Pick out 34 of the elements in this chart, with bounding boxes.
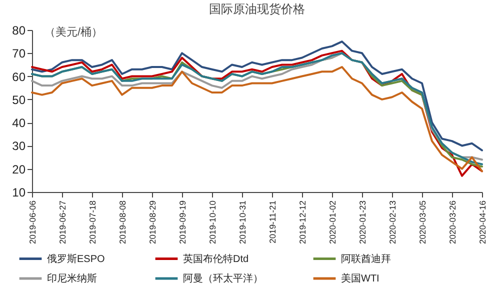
y-tick-label: 60	[12, 70, 26, 84]
y-tick-label: 70	[12, 46, 26, 61]
x-tick-label: 2020-02-13	[388, 200, 398, 244]
chart-title: 国际原油现货价格	[209, 2, 305, 16]
x-tick-label: 2019-06-06	[28, 200, 38, 244]
x-tick-label: 2019-08-08	[118, 200, 128, 244]
line-series	[31, 40, 483, 152]
x-tick-label: 2020-01-23	[358, 200, 368, 244]
x-tick-label: 2020-01-02	[328, 200, 338, 244]
x-tick-label: 2019-11-21	[268, 200, 278, 244]
y-tick-label: 20	[12, 162, 26, 176]
x-tick-label: 2019-12-12	[298, 200, 308, 244]
x-tick-label: 2020-04-16	[478, 200, 488, 244]
legend-label: 阿曼（环太平洋）	[183, 272, 263, 284]
legend-label: 阿联酋迪拜	[341, 252, 391, 265]
line-series	[31, 66, 483, 172]
x-tick-label: 2019-10-10	[208, 200, 218, 244]
x-tick-label: 2019-08-29	[148, 200, 158, 244]
legend-label: 英国布伦特Dtd	[183, 252, 249, 265]
y-axis-title: （美元/桶）	[44, 26, 103, 38]
y-tick-label: 40	[12, 116, 26, 130]
y-tick-label: 10	[12, 186, 26, 200]
legend-label: 美国WTI	[341, 272, 380, 284]
x-tick-label: 2019-10-31	[238, 200, 248, 244]
x-tick-label: 2020-03-26	[448, 200, 458, 244]
x-tick-label: 2019-07-18	[88, 200, 98, 244]
x-tick-label: 2019-09-19	[178, 200, 188, 244]
x-tick-label: 2020-03-05	[418, 200, 428, 244]
legend-label: 印尼米纳斯	[47, 272, 97, 284]
x-tick-label: 2019-06-27	[58, 200, 68, 244]
y-tick-label: 80	[12, 24, 26, 38]
y-tick-label: 30	[12, 139, 26, 154]
legend-label: 俄罗斯ESPO	[47, 252, 106, 265]
y-tick-label: 50	[12, 92, 26, 107]
